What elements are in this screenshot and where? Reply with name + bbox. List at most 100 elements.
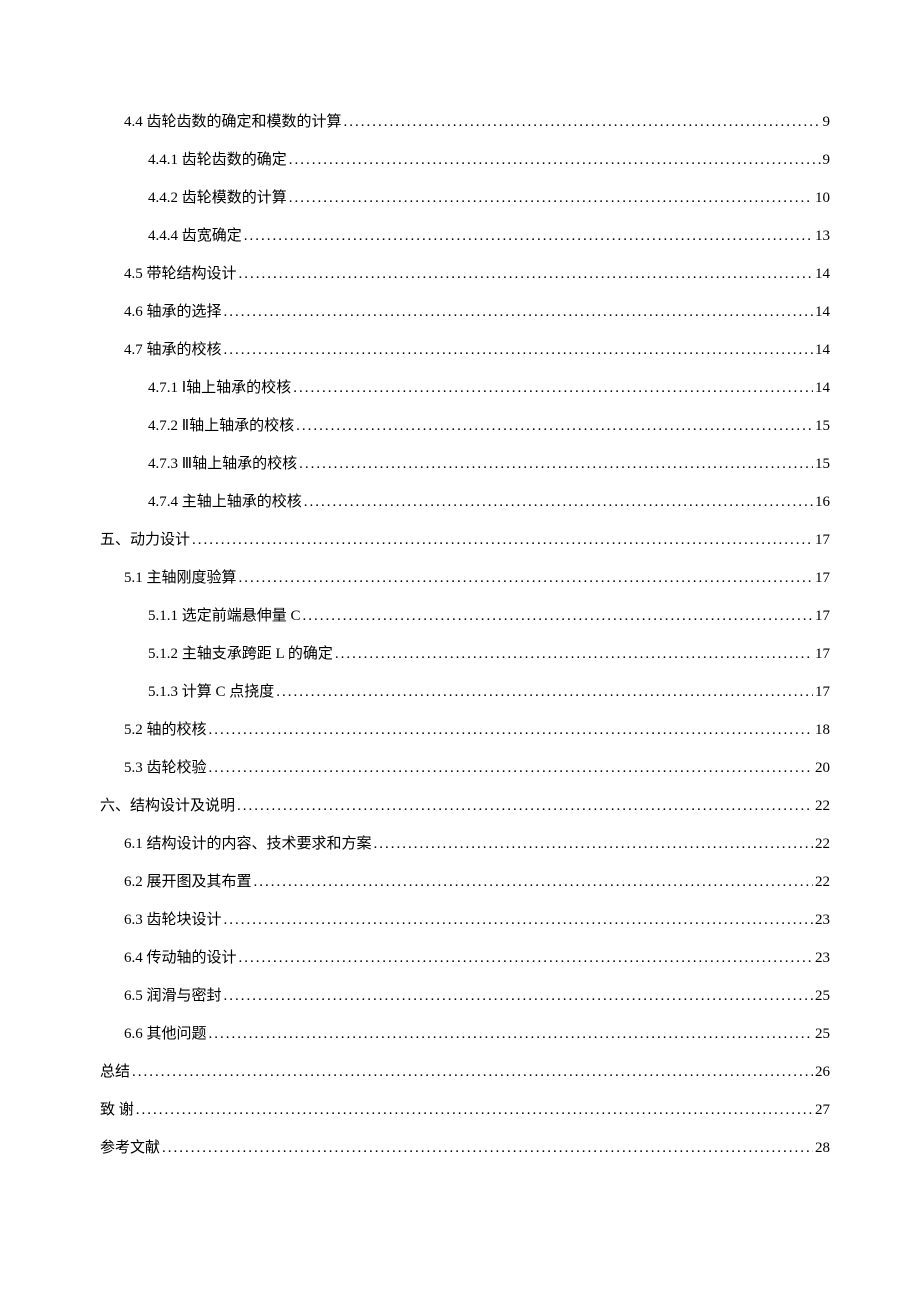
toc-label: 6.2 展开图及其布置 [124, 870, 252, 894]
toc-page: 9 [823, 110, 831, 134]
toc-dots [136, 1098, 813, 1122]
toc-entry: 4.4.2 齿轮模数的计算 10 [148, 186, 830, 210]
toc-entry: 4.7.4 主轴上轴承的校核 16 [148, 490, 830, 514]
toc-label: 4.7.3 Ⅲ轴上轴承的校核 [148, 452, 297, 476]
toc-entry: 4.5 带轮结构设计 14 [124, 262, 830, 286]
toc-entry: 6.3 齿轮块设计 23 [124, 908, 830, 932]
toc-entry: 6.6 其他问题 25 [124, 1022, 830, 1046]
toc-page: 25 [815, 1022, 830, 1046]
toc-entry: 5.1.2 主轴支承跨距 L 的确定 17 [148, 642, 830, 666]
toc-label: 4.4 齿轮齿数的确定和模数的计算 [124, 110, 342, 134]
toc-page: 16 [815, 490, 830, 514]
toc-entry: 6.5 润滑与密封 25 [124, 984, 830, 1008]
toc-dots [344, 110, 821, 134]
toc-page: 14 [815, 338, 830, 362]
toc-page: 17 [815, 642, 830, 666]
toc-dots [299, 452, 813, 476]
toc-label: 5.3 齿轮校验 [124, 756, 207, 780]
toc-page: 10 [815, 186, 830, 210]
toc-label: 6.1 结构设计的内容、技术要求和方案 [124, 832, 372, 856]
toc-entry: 5.1.3 计算 C 点挠度 17 [148, 680, 830, 704]
toc-page: 14 [815, 262, 830, 286]
toc-page: 27 [815, 1098, 830, 1122]
toc-label: 5.1.2 主轴支承跨距 L 的确定 [148, 642, 333, 666]
toc-dots [239, 262, 813, 286]
toc-label: 4.4.2 齿轮模数的计算 [148, 186, 287, 210]
toc-page: 17 [815, 528, 830, 552]
toc-page: 17 [815, 566, 830, 590]
toc-page: 28 [815, 1136, 830, 1160]
toc-label: 五、动力设计 [100, 528, 190, 552]
toc-page: 25 [815, 984, 830, 1008]
toc-dots [132, 1060, 813, 1084]
toc-label: 总结 [100, 1060, 130, 1084]
toc-dots [192, 528, 813, 552]
toc-entry: 4.4.1 齿轮齿数的确定 9 [148, 148, 830, 172]
toc-dots [304, 490, 813, 514]
toc-label: 参考文献 [100, 1136, 160, 1160]
toc-entry: 4.6 轴承的选择 14 [124, 300, 830, 324]
toc-entry: 6.4 传动轴的设计 23 [124, 946, 830, 970]
toc-page: 22 [815, 870, 830, 894]
toc-entry: 6.2 展开图及其布置 22 [124, 870, 830, 894]
toc-page: 15 [815, 452, 830, 476]
toc-page: 18 [815, 718, 830, 742]
toc-dots [303, 604, 813, 628]
toc-page: 23 [815, 946, 830, 970]
toc-entry: 6.1 结构设计的内容、技术要求和方案 22 [124, 832, 830, 856]
toc-label: 4.4.1 齿轮齿数的确定 [148, 148, 287, 172]
toc-entry: 致 谢 27 [100, 1098, 830, 1122]
toc-label: 5.1.3 计算 C 点挠度 [148, 680, 274, 704]
toc-dots [293, 376, 813, 400]
toc-page: 17 [815, 604, 830, 628]
toc-page: 26 [815, 1060, 830, 1084]
toc-page: 15 [815, 414, 830, 438]
toc-label: 6.3 齿轮块设计 [124, 908, 222, 932]
toc-page: 23 [815, 908, 830, 932]
toc-dots [254, 870, 813, 894]
toc-dots [276, 680, 813, 704]
toc-label: 5.1.1 选定前端悬伸量 C [148, 604, 301, 628]
toc-entry: 4.7.1 Ⅰ轴上轴承的校核 14 [148, 376, 830, 400]
toc-label: 4.6 轴承的选择 [124, 300, 222, 324]
toc-dots [237, 794, 813, 818]
toc-dots [239, 946, 813, 970]
toc-page: 22 [815, 794, 830, 818]
toc-label: 4.7.1 Ⅰ轴上轴承的校核 [148, 376, 291, 400]
toc-entry: 5.1 主轴刚度验算 17 [124, 566, 830, 590]
toc-label: 4.4.4 齿宽确定 [148, 224, 242, 248]
toc-page: 13 [815, 224, 830, 248]
toc-dots [289, 148, 821, 172]
toc-dots [209, 1022, 813, 1046]
toc-page: 20 [815, 756, 830, 780]
toc-entry: 总结 26 [100, 1060, 830, 1084]
table-of-contents: 4.4 齿轮齿数的确定和模数的计算 9 4.4.1 齿轮齿数的确定 9 4.4.… [100, 110, 830, 1160]
toc-entry: 4.7 轴承的校核 14 [124, 338, 830, 362]
toc-label: 6.4 传动轴的设计 [124, 946, 237, 970]
toc-dots [224, 984, 813, 1008]
toc-page: 22 [815, 832, 830, 856]
toc-label: 4.7.4 主轴上轴承的校核 [148, 490, 302, 514]
toc-dots [224, 338, 813, 362]
toc-entry: 六、结构设计及说明 22 [100, 794, 830, 818]
toc-dots [374, 832, 813, 856]
toc-entry: 5.3 齿轮校验 20 [124, 756, 830, 780]
toc-label: 4.7.2 Ⅱ轴上轴承的校核 [148, 414, 294, 438]
toc-dots [296, 414, 813, 438]
toc-dots [289, 186, 813, 210]
toc-dots [209, 718, 813, 742]
toc-label: 六、结构设计及说明 [100, 794, 235, 818]
toc-label: 4.5 带轮结构设计 [124, 262, 237, 286]
toc-label: 6.6 其他问题 [124, 1022, 207, 1046]
toc-page: 9 [823, 148, 831, 172]
toc-page: 17 [815, 680, 830, 704]
toc-page: 14 [815, 300, 830, 324]
toc-page: 14 [815, 376, 830, 400]
toc-entry: 4.7.2 Ⅱ轴上轴承的校核 15 [148, 414, 830, 438]
toc-entry: 4.7.3 Ⅲ轴上轴承的校核 15 [148, 452, 830, 476]
toc-dots [239, 566, 813, 590]
toc-dots [244, 224, 813, 248]
toc-dots [224, 300, 813, 324]
toc-entry: 5.2 轴的校核 18 [124, 718, 830, 742]
toc-entry: 5.1.1 选定前端悬伸量 C 17 [148, 604, 830, 628]
